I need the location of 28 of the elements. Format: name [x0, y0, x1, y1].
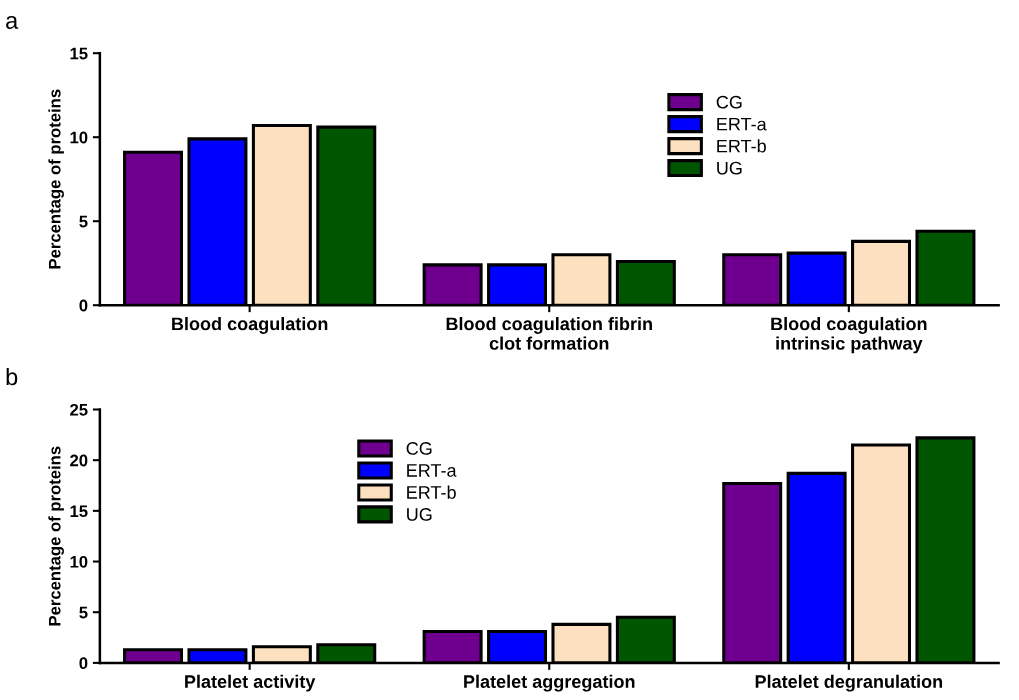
y-axis-title: Percentage of proteins [48, 446, 64, 626]
y-tick-label: 15 [70, 505, 88, 518]
legend-label: ERT-a [407, 464, 457, 477]
x-tick-label: Blood coagulation fibrin clot formation [446, 317, 652, 350]
y-tick-label: 25 [70, 403, 88, 416]
chart-title: a [6, 15, 19, 29]
y-tick-label: 10 [70, 131, 88, 144]
legend-label: UG [407, 508, 432, 521]
y-tick-label: 5 [79, 606, 88, 619]
x-tick-label: Blood coagulation [172, 317, 328, 334]
legend-label: ERT-b [407, 485, 456, 499]
y-tick-label: 0 [79, 657, 88, 670]
legend-label: ERT-b [717, 139, 766, 153]
legend-label: CG [406, 442, 432, 455]
legend-label: ERT-a [717, 117, 767, 131]
y-tick-label: 10 [70, 555, 88, 568]
x-tick-label: Platelet degranulation [755, 674, 943, 692]
y-tick-label: 0 [79, 299, 88, 312]
y-tick-label: 5 [79, 215, 88, 228]
x-tick-label: Blood coagulation intrinsic pathway [771, 317, 927, 354]
legend-label: UG [717, 161, 742, 175]
y-tick-label: 15 [70, 47, 88, 60]
legend-label: CG [716, 95, 742, 109]
y-tick-label: 20 [70, 454, 88, 467]
chart-title: b [6, 367, 18, 386]
x-tick-label: Platelet aggregation [464, 674, 635, 692]
x-tick-label: Platelet activity [185, 674, 316, 692]
y-axis-title: Percentage of proteins [48, 89, 64, 269]
